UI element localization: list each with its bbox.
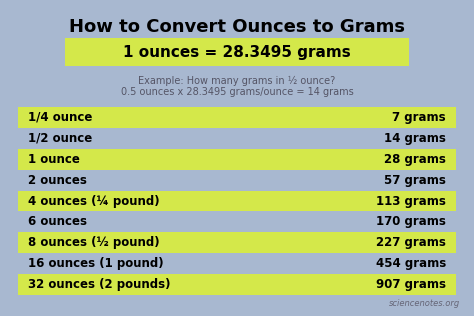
Text: 2 ounces: 2 ounces [28,173,87,187]
FancyBboxPatch shape [18,107,456,128]
Text: 0.5 ounces x 28.3495 grams/ounce = 14 grams: 0.5 ounces x 28.3495 grams/ounce = 14 gr… [120,87,354,97]
Text: 14 grams: 14 grams [384,132,446,145]
Text: 7 grams: 7 grams [392,111,446,124]
FancyBboxPatch shape [18,253,456,274]
Text: 454 grams: 454 grams [376,257,446,270]
FancyBboxPatch shape [18,274,456,295]
FancyBboxPatch shape [18,128,456,149]
Text: 16 ounces (1 pound): 16 ounces (1 pound) [28,257,164,270]
Text: 227 grams: 227 grams [376,236,446,249]
FancyBboxPatch shape [18,232,456,253]
Text: 28 grams: 28 grams [384,153,446,166]
FancyBboxPatch shape [18,149,456,170]
Text: Example: How many grams in ½ ounce?: Example: How many grams in ½ ounce? [138,76,336,86]
Text: 170 grams: 170 grams [376,216,446,228]
Text: 1 ounce: 1 ounce [28,153,80,166]
Text: 1/2 ounce: 1/2 ounce [28,132,92,145]
FancyBboxPatch shape [18,191,456,211]
Text: 4 ounces (¼ pound): 4 ounces (¼ pound) [28,195,160,208]
Text: 6 ounces: 6 ounces [28,216,87,228]
Text: 1/4 ounce: 1/4 ounce [28,111,92,124]
Text: 1 ounces = 28.3495 grams: 1 ounces = 28.3495 grams [123,45,351,59]
FancyBboxPatch shape [65,38,409,66]
FancyBboxPatch shape [18,170,456,191]
Text: How to Convert Ounces to Grams: How to Convert Ounces to Grams [69,18,405,36]
FancyBboxPatch shape [18,211,456,232]
Text: 57 grams: 57 grams [384,173,446,187]
Text: 32 ounces (2 pounds): 32 ounces (2 pounds) [28,278,171,291]
Text: 907 grams: 907 grams [376,278,446,291]
Text: sciencenotes.org: sciencenotes.org [389,299,460,308]
Text: 113 grams: 113 grams [376,195,446,208]
Text: 8 ounces (½ pound): 8 ounces (½ pound) [28,236,160,249]
